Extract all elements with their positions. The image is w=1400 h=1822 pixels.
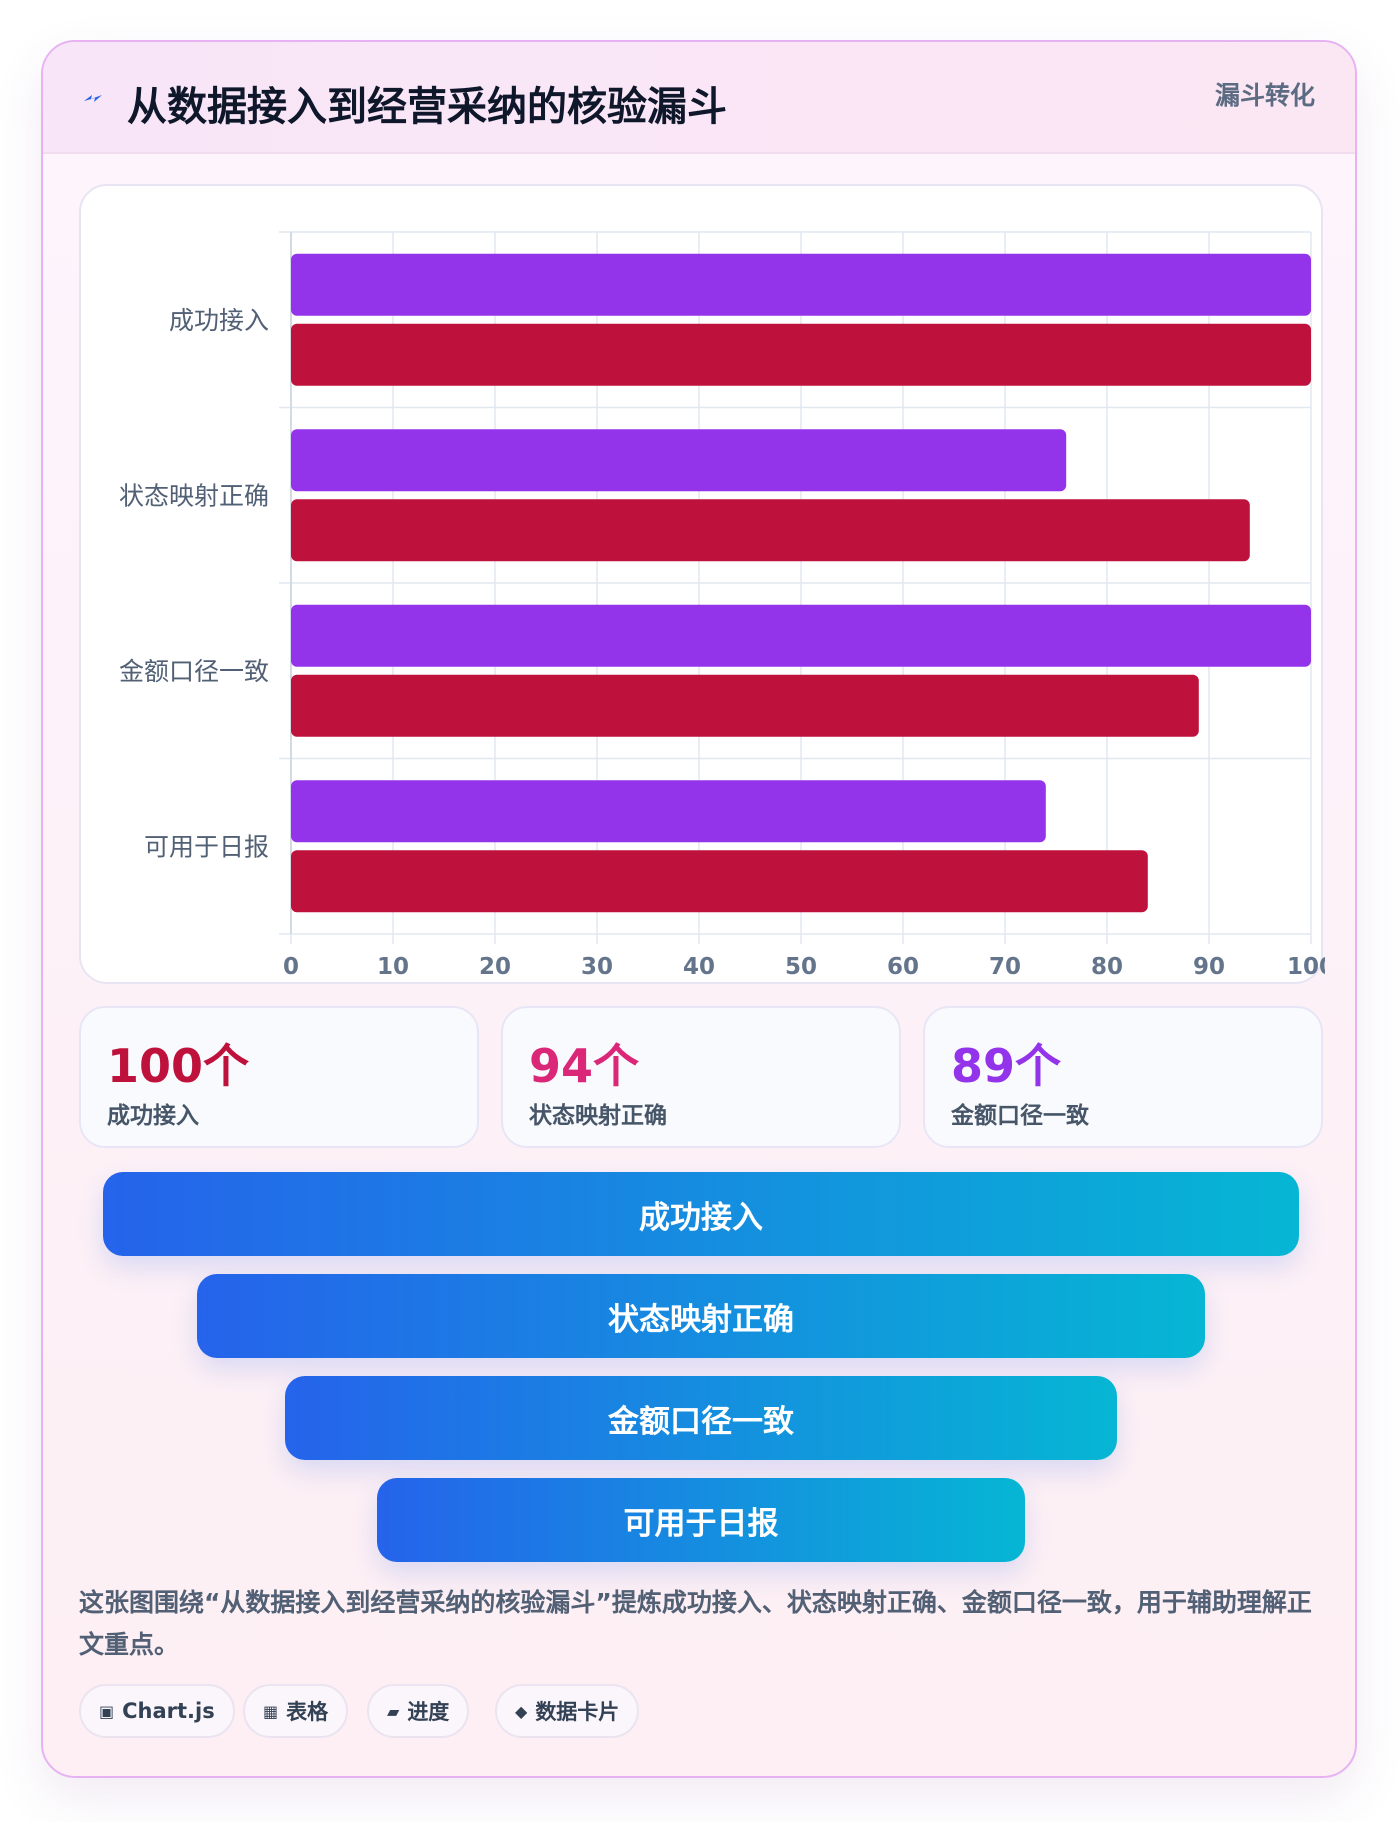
tag-label: 进度	[407, 1700, 450, 1724]
bar-chart: 0 10 20 30 40 50 60 70 80 90 100 成功接入状态映射正确金额口径一致可用…	[119, 231, 1325, 980]
bar-1	[291, 604, 1311, 667]
stat-value-1: 100个	[107, 1039, 250, 1093]
stat-value-3: 89个	[951, 1039, 1062, 1093]
x-tick-label: 50	[785, 954, 817, 980]
lightning-icon	[84, 95, 102, 102]
tag-chartjs[interactable]: ▣ Chart.js	[79, 1684, 235, 1738]
tag-label: 数据卡片	[535, 1700, 620, 1724]
y-category-label: 金额口径一致	[119, 657, 269, 686]
funnel-step-3: 金额口径一致	[285, 1376, 1117, 1460]
bar-1	[291, 253, 1311, 316]
funnel-step-4: 可用于日报	[377, 1478, 1025, 1562]
funnel-card: 从数据接入到经营采纳的核验漏斗 漏斗转化 0 10 20 30 40 50 60 70 80 90…	[41, 40, 1357, 1778]
stat-card-3: 89个 金额口径一致	[923, 1006, 1323, 1148]
x-tick-label: 60	[887, 954, 919, 980]
tag-label: 表格	[286, 1700, 329, 1724]
x-tick-label: 0	[283, 954, 299, 980]
x-tick-label: 100	[1287, 954, 1325, 980]
stat-label-3: 金额口径一致	[951, 1103, 1089, 1129]
x-tick-label: 20	[479, 954, 511, 980]
y-category-label: 成功接入	[169, 306, 269, 335]
chart-panel: 0 10 20 30 40 50 60 70 80 90 100 成功接入状态映射正确金额口径一致可用…	[79, 184, 1325, 984]
funnel-step-2: 状态映射正确	[197, 1274, 1205, 1358]
x-tick-label: 70	[989, 954, 1021, 980]
card-header: 从数据接入到经营采纳的核验漏斗 漏斗转化	[43, 42, 1355, 154]
x-tick-label: 10	[377, 954, 409, 980]
stat-cards: 100个 成功接入 94个 状态映射正确 89个 金额口径一致	[79, 1006, 1323, 1148]
header-badge: 漏斗转化	[1214, 81, 1315, 110]
progress-icon: ▰	[387, 1701, 400, 1721]
y-category-label: 可用于日报	[144, 832, 269, 861]
page-title: 从数据接入到经营采纳的核验漏斗	[127, 84, 727, 130]
x-tick-label: 40	[683, 954, 715, 980]
funnel-step-1: 成功接入	[103, 1172, 1299, 1256]
x-tick-label: 90	[1193, 954, 1225, 980]
bar-2	[291, 499, 1250, 562]
bar-2	[291, 674, 1199, 737]
bar-2	[291, 850, 1148, 913]
x-tick-label: 80	[1091, 954, 1123, 980]
stat-label-1: 成功接入	[107, 1103, 199, 1129]
stat-label-2: 状态映射正确	[529, 1103, 667, 1129]
bar-2	[291, 323, 1311, 386]
chart-icon: ▣	[99, 1701, 115, 1721]
tag-data-card[interactable]: ◆ 数据卡片	[495, 1684, 640, 1738]
tag-label: Chart.js	[122, 1699, 215, 1723]
stat-value-2: 94个	[529, 1039, 640, 1093]
chart-description: 这张图围绕“从数据接入到经营采纳的核验漏斗”提炼成功接入、状态映射正确、金额口径…	[79, 1588, 1312, 1659]
y-category-label: 状态映射正确	[119, 481, 269, 510]
diamond-icon: ◆	[515, 1701, 528, 1721]
table-icon: ▦	[263, 1701, 279, 1721]
tag-progress[interactable]: ▰ 进度	[367, 1684, 470, 1738]
x-tick-label: 30	[581, 954, 613, 980]
bar-1	[291, 780, 1046, 843]
bar-1	[291, 429, 1067, 492]
stat-card-2: 94个 状态映射正确	[501, 1006, 901, 1148]
tag-table[interactable]: ▦ 表格	[243, 1684, 349, 1738]
stat-card-1: 100个 成功接入	[79, 1006, 479, 1148]
